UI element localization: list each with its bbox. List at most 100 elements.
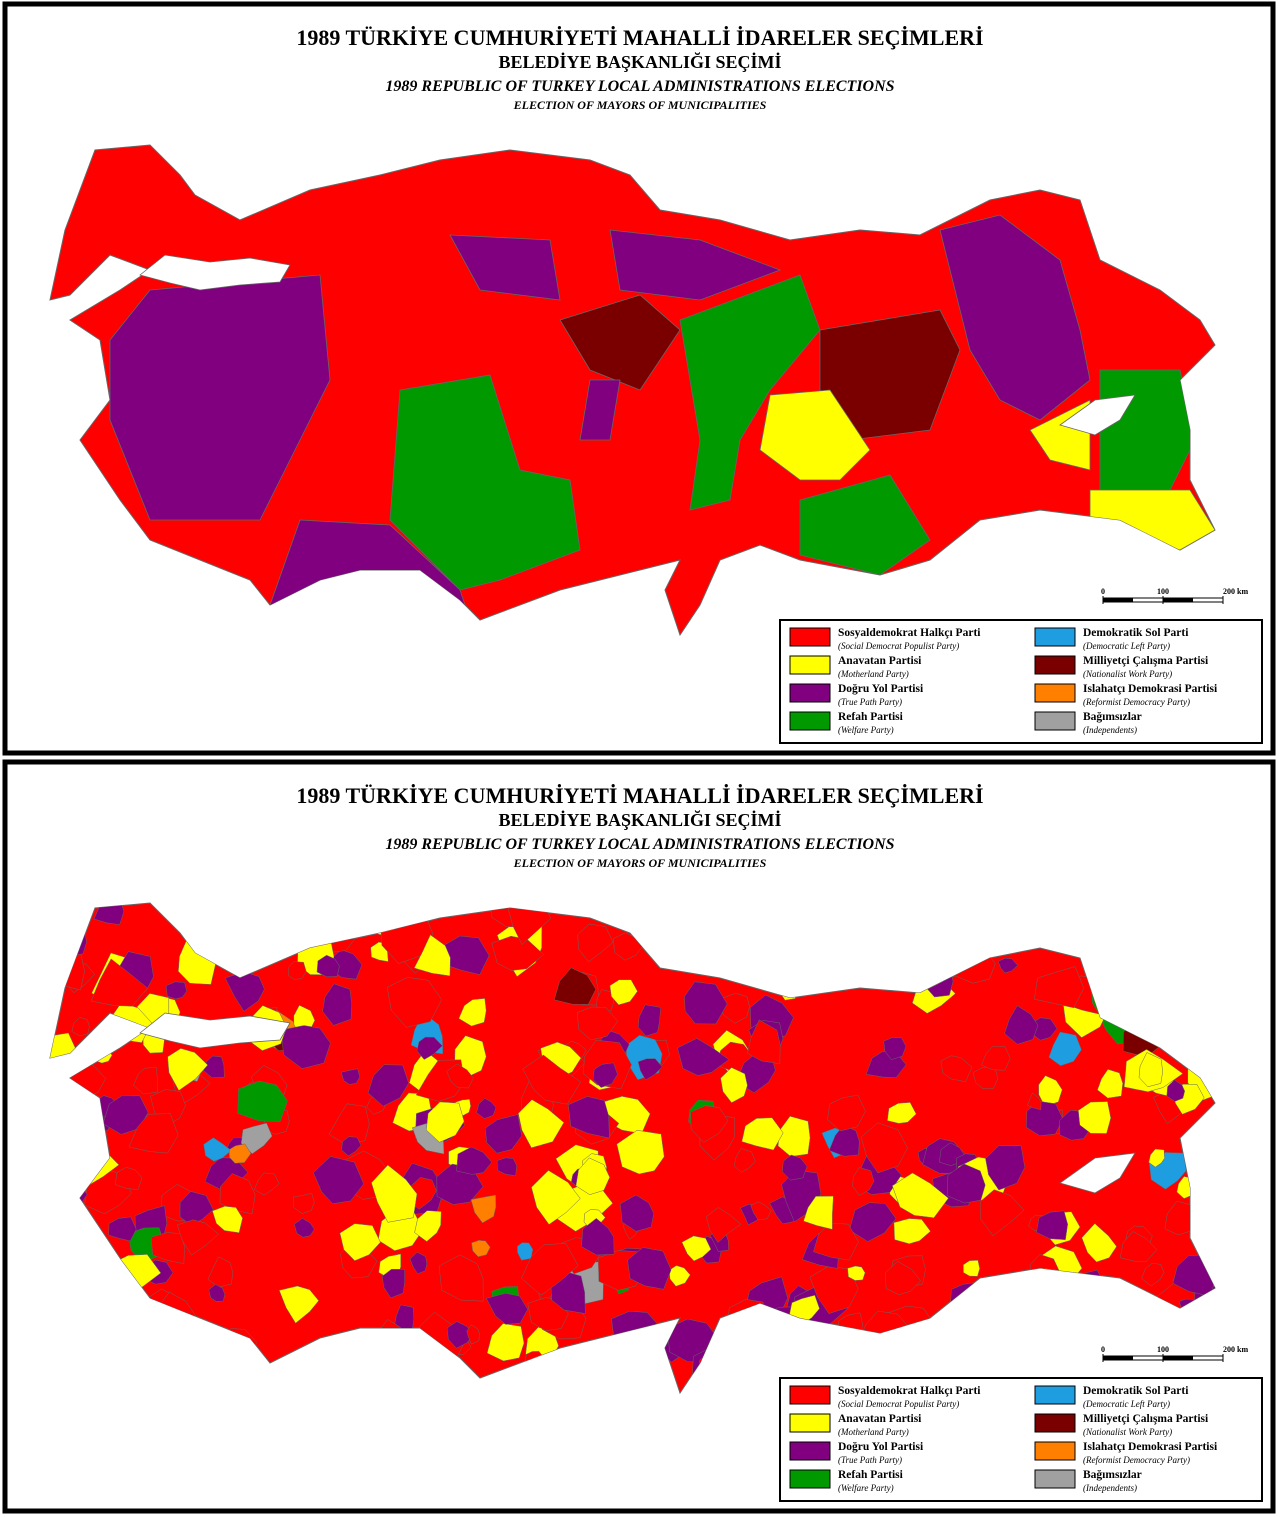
legend-name: Islahatçı Demokrasi Partisi: [1083, 683, 1218, 695]
district: [426, 1101, 465, 1143]
district: [577, 923, 614, 963]
legend-swatch: [789, 1413, 831, 1433]
legend-english: (Social Democrat Populist Party): [838, 1399, 959, 1409]
regions: [109, 214, 1215, 621]
district: [278, 1285, 320, 1324]
district: [203, 1137, 232, 1162]
legend-name: Milliyetçi Çalışma Partisi: [1083, 655, 1209, 667]
district: [981, 1046, 1011, 1071]
district: [741, 1117, 784, 1151]
district: [522, 1054, 582, 1105]
district: [1119, 1231, 1158, 1262]
district: [809, 1265, 859, 1314]
district: [470, 1194, 497, 1224]
district: [940, 1055, 973, 1082]
legend-swatch: [1034, 1385, 1076, 1405]
panel: 1989 TÜRKİYE CUMHURİYETİ MAHALLİ İDARELE…: [2, 1, 1276, 756]
district: [102, 1095, 149, 1135]
map-subtitle: BELEDİYE BAŞKANLIĞI SEÇİMİ: [498, 809, 781, 830]
legend-english: (Independents): [1083, 725, 1137, 735]
scale-segment: [1103, 1356, 1133, 1360]
legend-english: (Reformist Democracy Party): [1083, 1455, 1190, 1465]
district: [963, 1260, 980, 1277]
district: [531, 1170, 581, 1225]
district: [609, 979, 638, 1006]
district: [413, 934, 451, 977]
district: [167, 1048, 209, 1091]
district: [684, 981, 728, 1025]
district: [813, 1222, 859, 1261]
legend-name: Milliyetçi Çalışma Partisi: [1083, 1413, 1209, 1425]
district: [883, 1037, 907, 1060]
legend-english: (Social Democrat Populist Party): [838, 641, 959, 651]
province: [109, 274, 331, 521]
district: [322, 983, 352, 1026]
district: [128, 1113, 179, 1154]
legend-swatch: [789, 1441, 831, 1461]
district: [240, 1122, 273, 1155]
district: [1027, 1092, 1042, 1111]
district: [690, 1105, 729, 1143]
district: [575, 1157, 610, 1195]
district: [1166, 1079, 1185, 1102]
province: [449, 234, 561, 301]
legend-english: (Motherland Party): [838, 1427, 909, 1437]
district: [553, 967, 597, 1005]
district: [108, 1216, 137, 1242]
district: [414, 1210, 442, 1242]
legend-swatch: [1034, 683, 1076, 703]
district: [208, 1283, 226, 1302]
district: [747, 1019, 781, 1064]
district: [997, 957, 1019, 974]
legend-swatch: [1034, 1441, 1076, 1461]
district: [438, 1254, 484, 1302]
district: [637, 1058, 663, 1081]
district: [568, 1096, 610, 1139]
district: [224, 971, 265, 1012]
legend-name: Refah Partisi: [838, 1469, 904, 1481]
legend-box: [779, 1377, 1263, 1502]
district: [288, 961, 307, 980]
district: [887, 1102, 917, 1124]
district: [339, 1223, 381, 1261]
map-subtitle: BELEDİYE BAŞKANLIĞI SEÇİMİ: [498, 51, 781, 72]
district: [219, 1173, 256, 1215]
district: [1097, 1069, 1124, 1099]
district: [237, 1080, 288, 1122]
district: [681, 1235, 712, 1262]
district: [114, 1167, 143, 1190]
district: [592, 1062, 618, 1088]
district: [1141, 1262, 1165, 1287]
province: [579, 379, 621, 441]
province: [1089, 489, 1215, 551]
district: [71, 1016, 90, 1037]
district: [980, 1189, 1025, 1237]
legend-english: (Welfare Party): [838, 725, 894, 735]
province: [799, 474, 931, 576]
district: [847, 1265, 866, 1281]
district: [620, 1194, 655, 1232]
district: [280, 1025, 331, 1069]
province: [609, 229, 782, 301]
map-subtitle-en: ELECTION OF MAYORS OF MUNICIPALITIES: [513, 98, 767, 112]
scale-segment: [1103, 598, 1133, 602]
district: [179, 1191, 214, 1226]
legend-english: (True Path Party): [838, 1455, 902, 1465]
scale-label: 100: [1157, 1345, 1169, 1354]
province: [759, 389, 871, 481]
district: [294, 1218, 315, 1238]
district: [133, 1067, 159, 1095]
district: [212, 1205, 243, 1234]
legend-name: Anavatan Partisi: [838, 1413, 922, 1425]
scale-segment: [1163, 598, 1193, 602]
district: [852, 1167, 875, 1196]
map-title: 1989 TÜRKİYE CUMHURİYETİ MAHALLİ İDARELE…: [296, 25, 983, 50]
legend-swatch: [1034, 627, 1076, 647]
district: [340, 1068, 361, 1085]
sea-of-marmara: [139, 254, 291, 291]
legend-english: (Motherland Party): [838, 669, 909, 679]
legend-english: (Democratic Left Party): [1083, 1399, 1170, 1409]
district: [386, 977, 442, 1028]
district: [458, 998, 487, 1027]
district: [893, 1218, 931, 1245]
